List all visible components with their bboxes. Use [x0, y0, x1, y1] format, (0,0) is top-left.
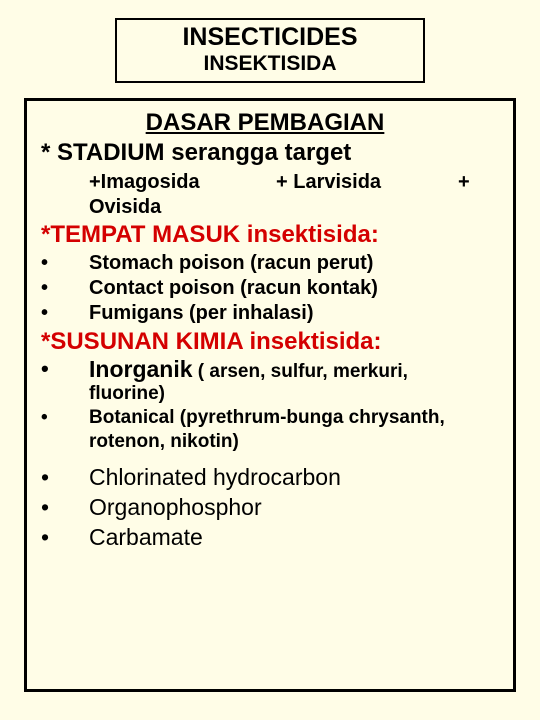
- list-item: • Chlorinated hydrocarbon: [41, 463, 503, 493]
- tempat-stomach: Stomach poison (racun perut): [89, 251, 373, 276]
- bullet-icon: •: [41, 356, 89, 383]
- susunan-header: *SUSUNAN KIMIA insektisida:: [41, 328, 503, 356]
- tempat-contact: Contact poison (racun kontak): [89, 276, 378, 301]
- tempat-list: • Stomach poison (racun perut) • Contact…: [41, 251, 503, 326]
- content-box: DASAR PEMBAGIAN * STADIUM serangga targe…: [24, 98, 516, 692]
- list-item: • Contact poison (racun kontak): [41, 276, 503, 301]
- list-item: • Fumigans (per inhalasi): [41, 301, 503, 326]
- inorganik-fluorine: fluorine): [41, 383, 503, 406]
- list-item: • Organophosphor: [41, 493, 503, 523]
- list-item: • Botanical (pyrethrum-bunga chrysanth, …: [41, 406, 503, 454]
- list-item: • Carbamate: [41, 523, 503, 553]
- bullet-icon: •: [41, 523, 89, 553]
- organophosphor: Organophosphor: [89, 493, 262, 523]
- stadium-larvisida: + Larvisida: [276, 171, 381, 194]
- title-sub: INSEKTISIDA: [117, 52, 423, 75]
- bullet-icon: •: [41, 406, 89, 454]
- bullet-icon: •: [41, 276, 89, 301]
- stadium-header: * STADIUM serangga target: [41, 139, 503, 167]
- tempat-header: *TEMPAT MASUK insektisida:: [41, 221, 503, 249]
- chemical-list: • Chlorinated hydrocarbon • Organophosph…: [41, 463, 503, 553]
- stadium-imagosida: +Imagosida: [89, 171, 200, 193]
- bullet-icon: •: [41, 251, 89, 276]
- carbamate: Carbamate: [89, 523, 203, 553]
- inorganik-label: Inorganik: [89, 356, 193, 382]
- list-item: • Inorganik ( arsen, sulfur, merkuri,: [41, 356, 503, 383]
- list-item: • Stomach poison (racun perut): [41, 251, 503, 276]
- stadium-plus: +: [458, 171, 470, 194]
- stadium-ovisida: Ovisida: [89, 196, 503, 219]
- tempat-fumigans: Fumigans (per inhalasi): [89, 301, 313, 326]
- inorganik-paren: ( arsen, sulfur, merkuri,: [193, 361, 408, 382]
- botanical-text: Botanical (pyrethrum-bunga chrysanth, ro…: [89, 406, 503, 454]
- stadium-items: +Imagosida + Larvisida + Ovisida: [41, 171, 503, 219]
- chlorinated: Chlorinated hydrocarbon: [89, 463, 341, 493]
- bullet-icon: •: [41, 493, 89, 523]
- basis-heading: DASAR PEMBAGIAN: [27, 109, 503, 137]
- title-box: INSECTICIDES INSEKTISIDA: [115, 18, 425, 83]
- bullet-icon: •: [41, 463, 89, 493]
- title-main: INSECTICIDES: [117, 24, 423, 52]
- bullet-icon: •: [41, 301, 89, 326]
